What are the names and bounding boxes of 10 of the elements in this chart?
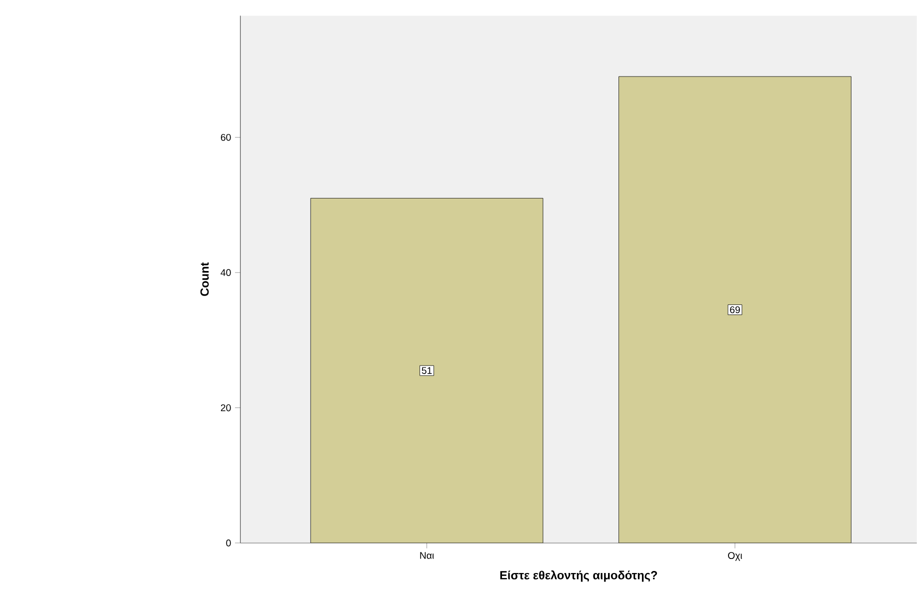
- data-label: 69: [730, 306, 740, 314]
- data-label: 51: [422, 367, 432, 374]
- x-axis-title: Είστε εθελοντής αιμοδότης?: [500, 570, 657, 582]
- x-tick-label: Οχι: [728, 552, 742, 561]
- y-tick-label: 60: [220, 134, 231, 141]
- x-tick-label: Ναι: [420, 552, 434, 559]
- y-tick-label: 20: [220, 404, 231, 412]
- y-tick-label: 0: [226, 540, 231, 546]
- y-tick-label: 40: [220, 269, 231, 276]
- y-axis-title: Count: [200, 262, 209, 296]
